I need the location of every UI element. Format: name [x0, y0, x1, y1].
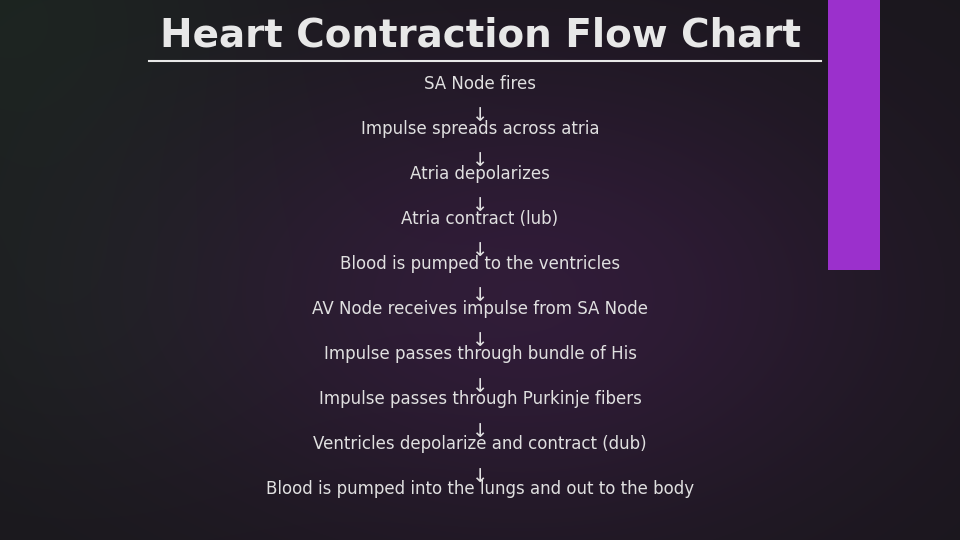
Text: AV Node receives impulse from SA Node: AV Node receives impulse from SA Node: [312, 300, 648, 318]
Text: ↓: ↓: [471, 422, 489, 441]
Text: Atria depolarizes: Atria depolarizes: [410, 165, 550, 183]
Text: Blood is pumped to the ventricles: Blood is pumped to the ventricles: [340, 255, 620, 273]
Text: SA Node fires: SA Node fires: [424, 75, 536, 93]
Text: Impulse passes through bundle of His: Impulse passes through bundle of His: [324, 345, 636, 363]
Text: ↓: ↓: [471, 467, 489, 485]
Text: Ventricles depolarize and contract (dub): Ventricles depolarize and contract (dub): [313, 435, 647, 453]
Text: Atria contract (lub): Atria contract (lub): [401, 210, 559, 228]
Text: Impulse passes through Purkinje fibers: Impulse passes through Purkinje fibers: [319, 390, 641, 408]
Text: Blood is pumped into the lungs and out to the body: Blood is pumped into the lungs and out t…: [266, 480, 694, 498]
Text: ↓: ↓: [471, 197, 489, 215]
Text: ↓: ↓: [471, 376, 489, 395]
Text: Impulse spreads across atria: Impulse spreads across atria: [361, 120, 599, 138]
Text: ↓: ↓: [471, 332, 489, 350]
Text: ↓: ↓: [471, 286, 489, 306]
Text: ↓: ↓: [471, 151, 489, 171]
Text: ↓: ↓: [471, 106, 489, 125]
FancyBboxPatch shape: [828, 0, 880, 270]
Text: ↓: ↓: [471, 241, 489, 260]
Text: Heart Contraction Flow Chart: Heart Contraction Flow Chart: [159, 16, 801, 54]
